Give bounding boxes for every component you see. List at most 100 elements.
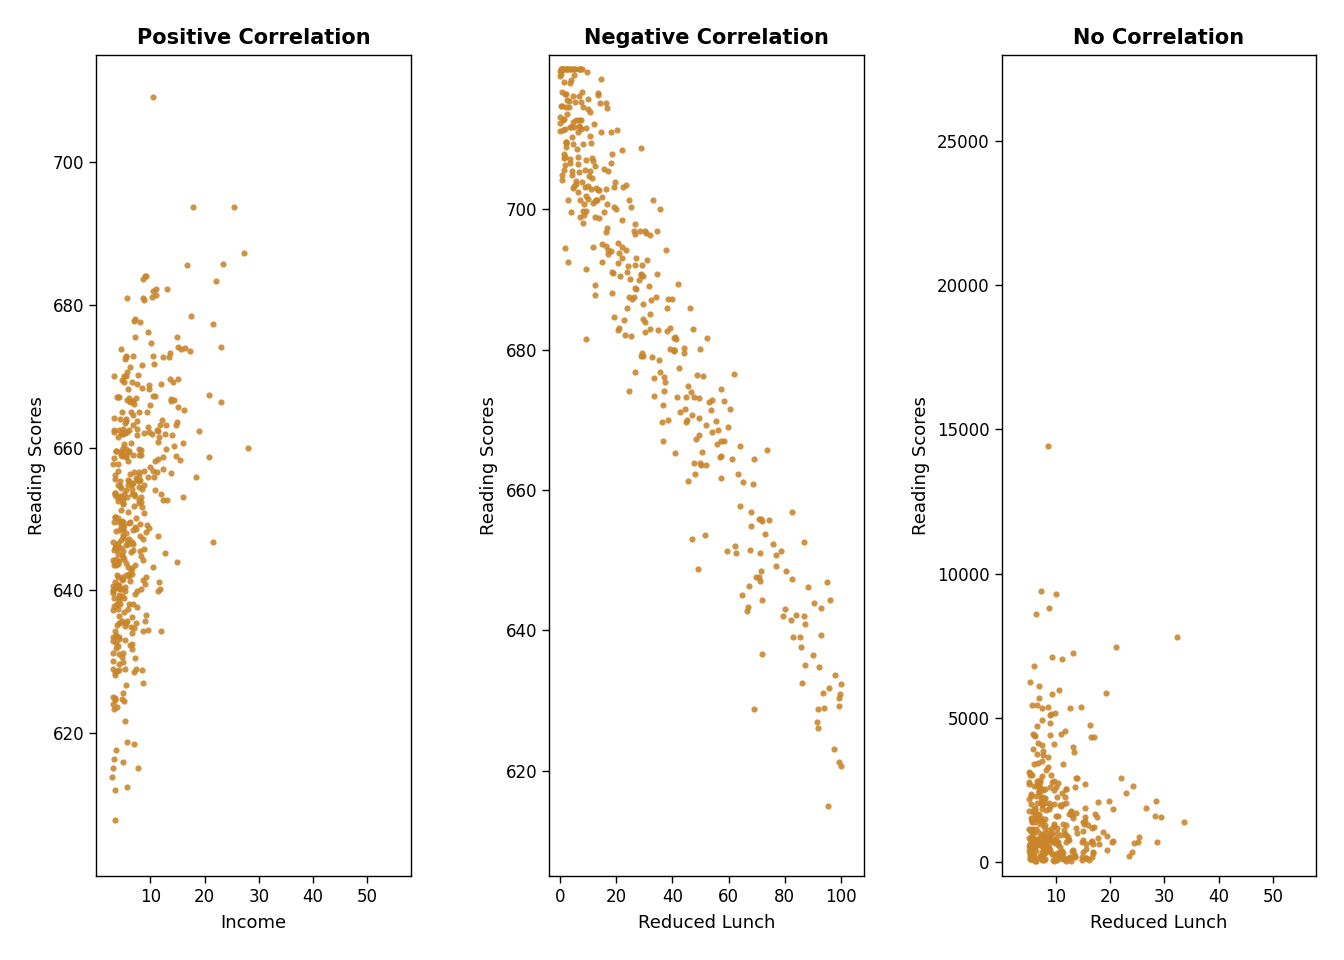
Point	[632, 269, 653, 284]
Point	[652, 415, 673, 430]
Point	[124, 486, 145, 501]
Point	[102, 696, 124, 711]
Point	[794, 657, 816, 672]
Point	[113, 516, 134, 532]
Point	[816, 574, 837, 589]
Point	[1036, 803, 1058, 818]
Point	[1087, 830, 1109, 846]
Point	[571, 84, 593, 100]
Point	[1079, 718, 1101, 733]
Point	[1020, 810, 1042, 826]
Point	[108, 601, 129, 616]
Point	[129, 315, 151, 330]
Point	[649, 201, 671, 216]
Point	[570, 95, 591, 110]
Y-axis label: Reading Scores: Reading Scores	[480, 396, 499, 535]
Point	[113, 645, 134, 660]
Point	[1046, 830, 1067, 846]
Point	[1074, 777, 1095, 792]
Point	[105, 627, 126, 642]
Point	[570, 192, 591, 207]
Point	[102, 629, 124, 644]
Point	[122, 542, 144, 558]
Point	[1038, 832, 1059, 848]
Point	[618, 289, 640, 304]
Point	[108, 390, 129, 405]
Point	[116, 348, 137, 364]
Point	[765, 548, 786, 564]
Point	[133, 290, 155, 305]
Point	[1058, 806, 1079, 822]
Point	[211, 394, 233, 409]
Point	[1050, 845, 1071, 860]
Point	[110, 489, 132, 504]
Point	[132, 357, 153, 372]
Point	[575, 188, 597, 204]
Point	[828, 699, 849, 714]
Point	[1019, 849, 1040, 864]
Point	[113, 369, 134, 384]
Point	[1030, 849, 1051, 864]
Point	[140, 459, 161, 474]
Point	[550, 115, 571, 131]
Point	[789, 630, 810, 645]
Point	[1021, 842, 1043, 857]
Point	[585, 287, 606, 302]
Point	[1038, 839, 1059, 854]
Point	[117, 532, 138, 547]
Point	[559, 93, 581, 108]
Point	[589, 96, 610, 111]
Point	[624, 226, 645, 241]
Point	[1042, 834, 1063, 850]
Point	[1025, 808, 1047, 824]
Point	[1020, 843, 1042, 858]
Point	[1086, 809, 1107, 825]
Point	[122, 522, 144, 538]
Point	[211, 340, 233, 355]
Point	[110, 514, 132, 529]
Point	[103, 515, 125, 530]
Point	[105, 443, 126, 458]
Point	[595, 181, 617, 197]
Point	[728, 439, 750, 454]
Point	[1150, 809, 1172, 825]
Point	[1052, 796, 1074, 811]
Point	[667, 389, 688, 404]
Point	[551, 84, 573, 100]
Point	[112, 492, 133, 507]
Point	[137, 622, 159, 637]
Point	[117, 536, 138, 551]
Point	[700, 402, 722, 418]
Point	[802, 596, 824, 612]
Point	[556, 107, 578, 122]
Point	[663, 343, 684, 358]
Point	[675, 401, 696, 417]
Point	[105, 555, 126, 570]
Point	[126, 376, 148, 392]
Point	[1032, 782, 1054, 798]
Point	[792, 675, 813, 690]
Point	[118, 568, 140, 584]
Point	[575, 331, 597, 347]
Point	[1043, 774, 1064, 789]
Point	[1034, 852, 1055, 867]
Point	[737, 604, 758, 619]
Point	[145, 288, 167, 303]
Point	[114, 425, 136, 441]
Point	[1059, 850, 1081, 865]
Point	[562, 114, 583, 130]
Point	[138, 520, 160, 536]
Point	[1021, 814, 1043, 829]
Point	[1059, 701, 1081, 716]
Point	[102, 760, 124, 776]
Point	[1039, 600, 1060, 615]
Point	[1066, 770, 1087, 785]
Point	[714, 394, 735, 409]
X-axis label: Income: Income	[220, 914, 286, 932]
Point	[634, 223, 656, 238]
Point	[1021, 821, 1043, 836]
Point	[560, 129, 582, 144]
Point	[103, 667, 125, 683]
Point	[1027, 697, 1048, 712]
Point	[574, 180, 595, 195]
